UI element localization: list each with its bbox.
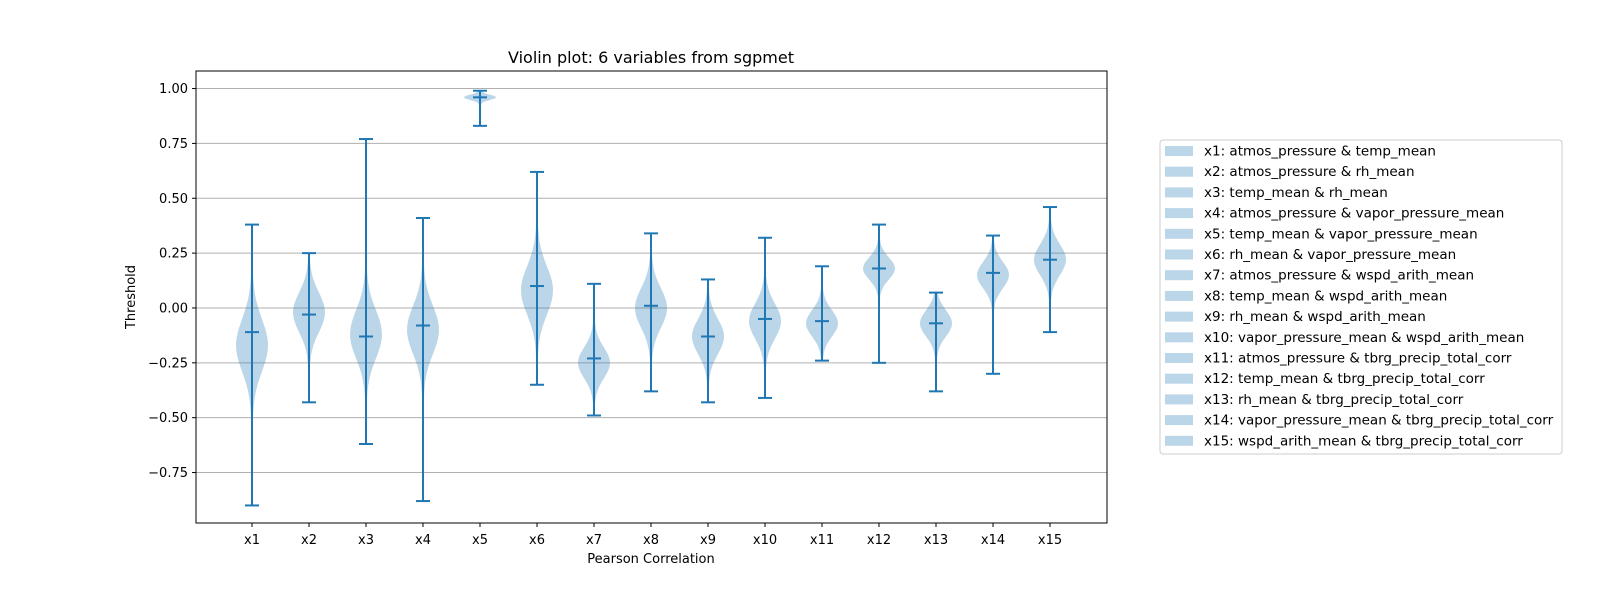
legend-swatch	[1165, 415, 1193, 426]
x-tick-label: x5	[472, 533, 488, 548]
legend-swatch	[1165, 166, 1193, 177]
violin-x1	[236, 223, 268, 507]
violin-x7	[578, 282, 610, 417]
x-tick-label: x1	[244, 533, 260, 548]
y-axis-title: Threshold	[124, 265, 139, 330]
y-tick-label: −0.50	[148, 411, 188, 426]
x-tick-label: x14	[981, 533, 1005, 548]
violin-x3	[350, 138, 382, 446]
legend-label: x3: temp_mean & rh_mean	[1204, 185, 1388, 201]
x-tick-label: x15	[1038, 533, 1062, 548]
legend-item: x12: temp_mean & tbrg_precip_total_corr	[1165, 371, 1485, 387]
legend-item: x1: atmos_pressure & temp_mean	[1165, 144, 1436, 160]
x-tick-label: x4	[415, 533, 431, 548]
x-tick-label: x6	[529, 533, 545, 548]
y-tick-label: 0.00	[159, 301, 188, 316]
violin-x5	[464, 89, 496, 127]
x-tick-label: x12	[867, 533, 891, 548]
legend-label: x5: temp_mean & vapor_pressure_mean	[1204, 226, 1478, 242]
violin-x2	[293, 252, 325, 404]
y-axis: 1.00 0.75 0.50 0.25 0.00 −0.25 −0.50 −0.75	[148, 82, 196, 481]
y-tick-label: −0.25	[148, 356, 188, 371]
legend-label: x10: vapor_pressure_mean & wspd_arith_me…	[1204, 330, 1524, 346]
legend-swatch	[1165, 435, 1193, 446]
legend-swatch	[1165, 208, 1193, 219]
legend-item: x13: rh_mean & tbrg_precip_total_corr	[1165, 392, 1464, 408]
legend-item: x10: vapor_pressure_mean & wspd_arith_me…	[1165, 330, 1524, 346]
violin-x13	[920, 291, 952, 393]
legend-label: x2: atmos_pressure & rh_mean	[1204, 164, 1415, 180]
legend-swatch	[1165, 146, 1193, 156]
violin-x11	[806, 265, 838, 362]
violin-x12	[863, 223, 895, 364]
legend-swatch	[1165, 290, 1193, 301]
legend-item: x5: temp_mean & vapor_pressure_mean	[1165, 226, 1478, 242]
x-tick-label: x2	[301, 533, 317, 548]
legend-item: x2: atmos_pressure & rh_mean	[1165, 164, 1415, 180]
y-tick-label: 0.25	[159, 247, 188, 262]
violin-x8	[635, 232, 667, 393]
legend-swatch	[1165, 353, 1193, 363]
legend-swatch	[1165, 394, 1193, 405]
legend-label: x7: atmos_pressure & wspd_arith_mean	[1204, 268, 1474, 284]
x-tick-label: x13	[924, 533, 948, 548]
legend-item: x14: vapor_pressure_mean & tbrg_precip_t…	[1165, 413, 1554, 429]
legend-label: x11: atmos_pressure & tbrg_precip_total_…	[1204, 351, 1512, 367]
legend-swatch	[1165, 373, 1193, 384]
violin-x10	[749, 236, 781, 399]
legend-label: x13: rh_mean & tbrg_precip_total_corr	[1204, 392, 1464, 408]
y-tick-label: 1.00	[159, 82, 188, 97]
legend-label: x12: temp_mean & tbrg_precip_total_corr	[1204, 371, 1485, 387]
legend-label: x9: rh_mean & wspd_arith_mean	[1204, 309, 1426, 325]
legend-swatch	[1165, 228, 1193, 239]
y-tick-label: −0.75	[148, 466, 188, 481]
x-tick-label: x7	[586, 533, 602, 548]
x-tick-label: x11	[810, 533, 834, 548]
legend-item: x11: atmos_pressure & tbrg_precip_total_…	[1165, 351, 1512, 367]
y-tick-label: 0.75	[159, 137, 188, 152]
legend-label: x15: wspd_arith_mean & tbrg_precip_total…	[1204, 433, 1523, 449]
chart-title: Violin plot: 6 variables from sgpmet	[508, 48, 794, 67]
legend-swatch	[1165, 187, 1193, 198]
legend-label: x6: rh_mean & vapor_pressure_mean	[1204, 247, 1456, 263]
legend-item: x6: rh_mean & vapor_pressure_mean	[1165, 247, 1456, 263]
x-tick-label: x8	[643, 533, 659, 548]
legend-swatch	[1165, 311, 1193, 322]
legend-item: x8: temp_mean & wspd_arith_mean	[1165, 288, 1447, 304]
legend-item: x15: wspd_arith_mean & tbrg_precip_total…	[1165, 433, 1523, 449]
legend-item: x4: atmos_pressure & vapor_pressure_mean	[1165, 206, 1504, 222]
violins	[236, 89, 1066, 507]
legend-swatch	[1165, 249, 1193, 260]
legend: x1: atmos_pressure & temp_mean x2: atmos_…	[1159, 139, 1563, 455]
y-tick-label: 0.50	[159, 192, 188, 207]
legend-swatch	[1165, 332, 1193, 343]
violin-x9	[692, 278, 724, 404]
legend-swatch	[1165, 270, 1193, 281]
legend-label: x14: vapor_pressure_mean & tbrg_precip_t…	[1204, 413, 1554, 429]
legend-label: x4: atmos_pressure & vapor_pressure_mean	[1204, 206, 1504, 222]
x-tick-label: x3	[358, 533, 374, 548]
legend-item: x9: rh_mean & wspd_arith_mean	[1165, 309, 1426, 325]
violin-x4	[407, 217, 439, 503]
x-tick-label: x9	[700, 533, 716, 548]
violin-x6	[521, 170, 553, 386]
legend-frame	[1159, 139, 1563, 455]
x-axis: x1 x2 x3 x4 x5 x6 x7 x8 x9 x10 x11 x12 x13 x14 x15	[244, 523, 1062, 548]
x-tick-label: x10	[753, 533, 777, 548]
violin-x15	[1034, 206, 1066, 334]
x-axis-title: Pearson Correlation	[587, 552, 714, 567]
legend-label: x1: atmos_pressure & temp_mean	[1204, 144, 1436, 160]
legend-label: x8: temp_mean & wspd_arith_mean	[1204, 288, 1447, 304]
violin-x14	[977, 234, 1009, 375]
legend-item: x3: temp_mean & rh_mean	[1165, 185, 1388, 201]
legend-item: x7: atmos_pressure & wspd_arith_mean	[1165, 268, 1474, 284]
